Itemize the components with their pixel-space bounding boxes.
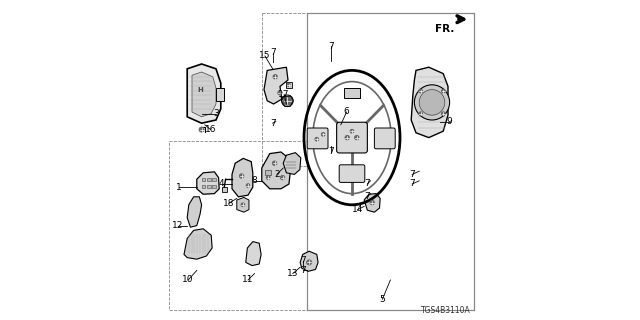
Bar: [285, 82, 292, 88]
Text: 17: 17: [278, 90, 290, 99]
Text: 16: 16: [205, 125, 216, 134]
Polygon shape: [300, 251, 318, 271]
Circle shape: [419, 89, 422, 93]
Circle shape: [287, 83, 291, 86]
Circle shape: [246, 184, 250, 188]
Text: 7: 7: [410, 170, 415, 179]
Circle shape: [239, 174, 244, 178]
Circle shape: [442, 112, 445, 116]
Circle shape: [307, 260, 312, 265]
Circle shape: [415, 85, 450, 120]
Text: 7: 7: [270, 48, 275, 57]
Bar: [202, 178, 205, 181]
Text: 14: 14: [352, 205, 364, 214]
Bar: [212, 178, 216, 181]
Polygon shape: [197, 172, 219, 194]
Text: 7: 7: [410, 180, 415, 188]
Text: 6: 6: [344, 108, 349, 116]
Polygon shape: [184, 229, 212, 259]
Polygon shape: [192, 72, 216, 117]
Bar: [207, 185, 211, 188]
Polygon shape: [246, 242, 261, 266]
Text: FR.: FR.: [435, 24, 454, 34]
Polygon shape: [187, 197, 202, 227]
Text: 7: 7: [365, 192, 370, 201]
Polygon shape: [283, 153, 301, 174]
Circle shape: [419, 112, 422, 116]
Polygon shape: [364, 194, 380, 212]
Polygon shape: [187, 64, 221, 123]
Bar: [344, 88, 360, 98]
Circle shape: [199, 127, 204, 132]
Text: 7: 7: [270, 119, 275, 128]
Text: 5: 5: [380, 295, 385, 304]
Bar: [262, 13, 307, 166]
Bar: [216, 88, 224, 101]
FancyBboxPatch shape: [307, 128, 328, 149]
Text: 4: 4: [219, 180, 225, 188]
Circle shape: [272, 161, 277, 165]
Circle shape: [280, 175, 285, 180]
Circle shape: [419, 90, 445, 115]
Bar: [223, 187, 227, 192]
Polygon shape: [232, 158, 253, 197]
Text: 2: 2: [274, 170, 280, 179]
Text: 12: 12: [172, 221, 183, 230]
Text: 3: 3: [213, 109, 219, 118]
Bar: [169, 141, 307, 310]
Circle shape: [370, 200, 374, 205]
FancyBboxPatch shape: [339, 165, 365, 182]
Circle shape: [266, 176, 270, 180]
Bar: [265, 170, 271, 175]
Text: 9: 9: [447, 117, 452, 126]
Circle shape: [315, 137, 319, 141]
Circle shape: [278, 91, 282, 95]
Text: 7: 7: [328, 42, 334, 51]
FancyBboxPatch shape: [374, 128, 395, 149]
Circle shape: [442, 89, 445, 93]
Text: 7: 7: [301, 256, 306, 265]
Polygon shape: [262, 152, 291, 189]
Bar: [202, 185, 205, 188]
Text: 13: 13: [287, 269, 298, 278]
Text: TGS4B3110A: TGS4B3110A: [420, 306, 470, 315]
Circle shape: [350, 129, 354, 133]
Bar: [207, 178, 211, 181]
Text: 7: 7: [328, 148, 334, 156]
Circle shape: [273, 75, 278, 79]
Polygon shape: [237, 197, 249, 212]
Text: 15: 15: [259, 52, 271, 60]
Polygon shape: [412, 67, 448, 138]
Text: 18: 18: [223, 199, 234, 208]
Circle shape: [355, 135, 359, 140]
Bar: [307, 13, 474, 310]
Bar: [212, 185, 216, 188]
Text: 8: 8: [252, 176, 257, 185]
Text: 7: 7: [365, 180, 370, 188]
Circle shape: [241, 203, 244, 207]
Circle shape: [345, 135, 349, 140]
FancyBboxPatch shape: [337, 122, 367, 153]
Text: 7: 7: [301, 266, 306, 275]
Text: 10: 10: [182, 276, 194, 284]
Polygon shape: [264, 67, 288, 104]
Text: H: H: [197, 87, 203, 92]
Circle shape: [283, 96, 292, 105]
Text: 11: 11: [243, 276, 253, 284]
Circle shape: [321, 132, 325, 136]
Text: 1: 1: [176, 183, 181, 192]
